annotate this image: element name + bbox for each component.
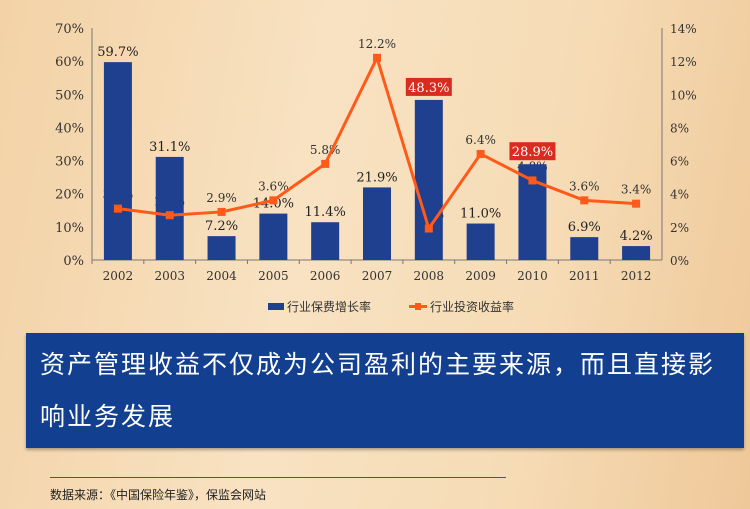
line-point-2011 (580, 196, 589, 205)
footnote-divider (50, 477, 506, 478)
left-tick-label: 40% (55, 121, 84, 136)
line-point-2009 (476, 149, 485, 158)
x-tick-label: 2012 (621, 269, 652, 283)
x-tick-label: 2010 (517, 269, 548, 283)
line-data-label: 6.4% (465, 133, 496, 147)
line-point-2005 (269, 196, 278, 205)
bar-2003 (155, 156, 184, 260)
left-tick-label: 60% (55, 55, 84, 70)
data-source: 数据来源：《中国保险年鉴》，保监会网站 (50, 488, 267, 502)
line-data-label: 2.9% (206, 191, 237, 205)
x-tick-label: 2004 (206, 269, 237, 283)
bar-2011 (570, 237, 599, 260)
line-point-2003 (165, 211, 174, 220)
bar-swatch (268, 303, 284, 310)
line-point-2006 (321, 159, 330, 168)
line-point-2008 (424, 224, 433, 233)
right-tick-label: 4% (670, 188, 689, 202)
line-swatch (409, 303, 428, 310)
left-tick-label: 10% (55, 221, 84, 236)
bar-data-label: 31.1% (149, 140, 190, 155)
bar-data-label: 28.9% (512, 145, 553, 160)
line-point-2004 (217, 207, 226, 216)
x-tick-label: 2009 (465, 269, 496, 283)
highlight-badge (405, 77, 452, 96)
right-tick-label: 2% (670, 221, 689, 235)
x-tick-label: 2002 (103, 269, 134, 283)
bar-data-label: 11.4% (305, 205, 346, 220)
summary-banner: 资产管理收益不仅成为公司盈利的主要来源，而且直接影 响业务发展 (26, 333, 744, 448)
bar-data-label: 4.2% (620, 229, 653, 244)
bar-2009 (466, 223, 495, 260)
legend-item-investment-return: 行业投资收益率 (409, 298, 514, 315)
line-point-2012 (632, 199, 641, 208)
right-tick-label: 0% (670, 254, 689, 268)
right-tick-label: 6% (670, 155, 689, 169)
banner-line-1: 资产管理收益不仅成为公司盈利的主要来源，而且直接影 (40, 350, 716, 379)
bar-2012 (622, 246, 651, 260)
bar-2005 (259, 213, 288, 260)
bar-data-label: 48.3% (408, 81, 449, 96)
x-tick-label: 2008 (414, 269, 445, 283)
line-point-2010 (528, 176, 537, 185)
bar-2007 (363, 187, 391, 260)
left-tick-label: 30% (55, 155, 84, 170)
line-data-label: 3.4% (621, 183, 652, 197)
left-tick-label: 70% (55, 22, 84, 37)
right-tick-label: 8% (670, 121, 689, 135)
bar-2006 (311, 222, 340, 260)
right-tick-label: 12% (670, 55, 697, 69)
line-data-label: 3.6% (258, 179, 289, 193)
x-tick-label: 2006 (310, 269, 341, 283)
bar-2002 (103, 62, 132, 260)
bar-2004 (207, 236, 236, 260)
legend-item-premium-growth: 行业保费增长率 (268, 298, 371, 315)
x-tick-label: 2003 (154, 269, 185, 283)
line-data-label: 3.6% (569, 179, 600, 193)
left-tick-label: 20% (55, 188, 84, 203)
left-tick-label: 50% (55, 88, 84, 103)
x-tick-label: 2005 (258, 269, 289, 283)
line-point-2002 (113, 204, 122, 213)
right-tick-label: 14% (670, 22, 697, 36)
bar-data-label: 59.7% (97, 45, 138, 60)
right-tick-label: 10% (670, 88, 697, 102)
highlight-badge (509, 142, 556, 161)
x-tick-label: 2011 (569, 269, 600, 283)
line-point-2007 (373, 53, 381, 62)
bar-2008 (414, 99, 443, 260)
legend: 行业保费增长率 行业投资收益率 (268, 298, 514, 315)
bar-data-label: 7.2% (205, 219, 238, 234)
left-tick-label: 0% (63, 254, 84, 269)
bar-data-label: 21.9% (356, 170, 397, 185)
x-tick-label: 2007 (362, 269, 393, 283)
bar-data-label: 11.0% (460, 207, 501, 222)
banner-line-2: 响业务发展 (40, 402, 176, 431)
chart: 0% 10% 20% 30% 40% 50% 60% 70% 0% 2% 4% 6% 8% 10% 12% 1… (55, 22, 697, 283)
bar-data-label: 6.9% (568, 220, 601, 235)
line-data-label: 12.2% (358, 37, 396, 51)
